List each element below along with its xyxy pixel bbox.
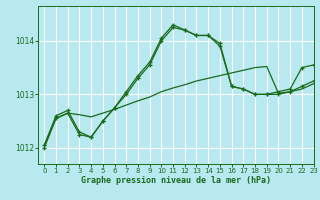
X-axis label: Graphe pression niveau de la mer (hPa): Graphe pression niveau de la mer (hPa) bbox=[81, 176, 271, 185]
